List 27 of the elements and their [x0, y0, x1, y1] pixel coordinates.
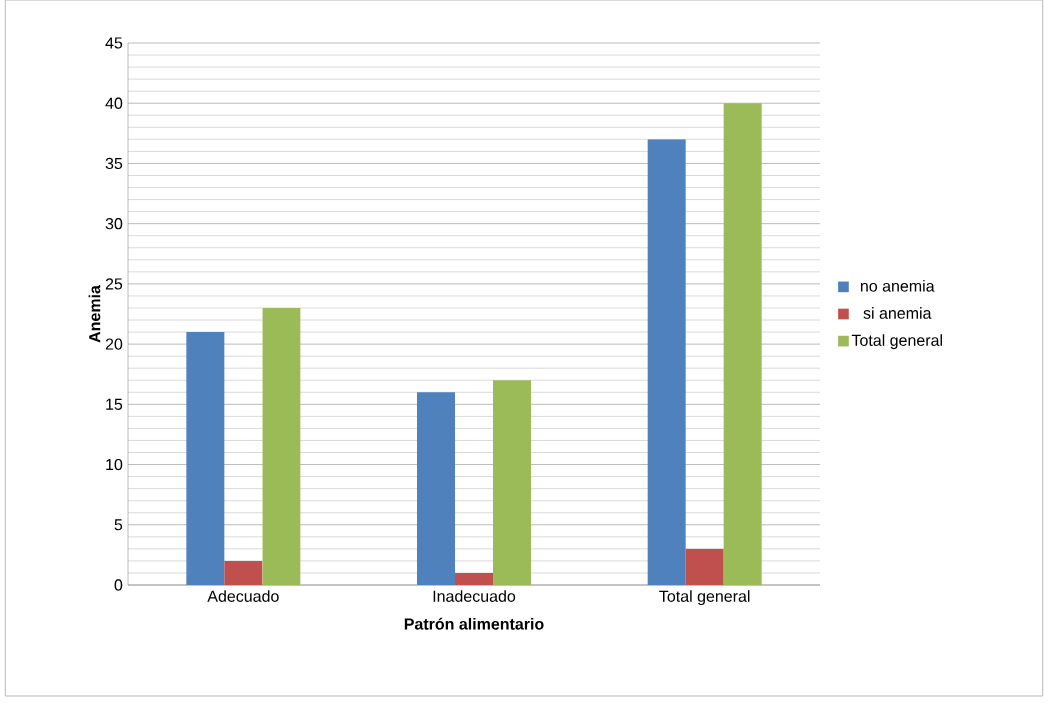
y-axis-title: Anemia: [88, 285, 101, 343]
bar: [723, 103, 762, 585]
y-tick-label: 45: [105, 37, 123, 49]
x-axis-title: Patrón alimentario: [404, 617, 544, 630]
x-tick-label: Adecuado: [207, 590, 279, 602]
bar: [262, 307, 301, 585]
x-tick-label: Total general: [659, 590, 750, 606]
legend-label: Total general: [851, 334, 942, 350]
y-tick-label: 15: [106, 398, 123, 410]
legend-label: si anemia: [863, 307, 932, 319]
bar: [224, 560, 263, 585]
y-tick-label: 40: [105, 97, 123, 109]
y-tick-label: 35: [105, 157, 123, 170]
bar: [685, 548, 724, 585]
legend-label: no anemia: [860, 279, 935, 292]
y-tick-label: 25: [105, 278, 123, 290]
y-tick-label: 10: [106, 458, 123, 471]
bar: [647, 139, 686, 585]
y-tick-label: 30: [105, 218, 123, 230]
bar: [493, 380, 532, 585]
bar: [186, 332, 225, 585]
x-tick-label: Inadecuado: [433, 590, 516, 602]
y-tick-label: 0: [114, 579, 123, 591]
y-tick-label: 20: [105, 338, 123, 350]
y-tick-label: 5: [114, 519, 123, 531]
bar: [455, 572, 494, 585]
bar: [417, 392, 455, 585]
